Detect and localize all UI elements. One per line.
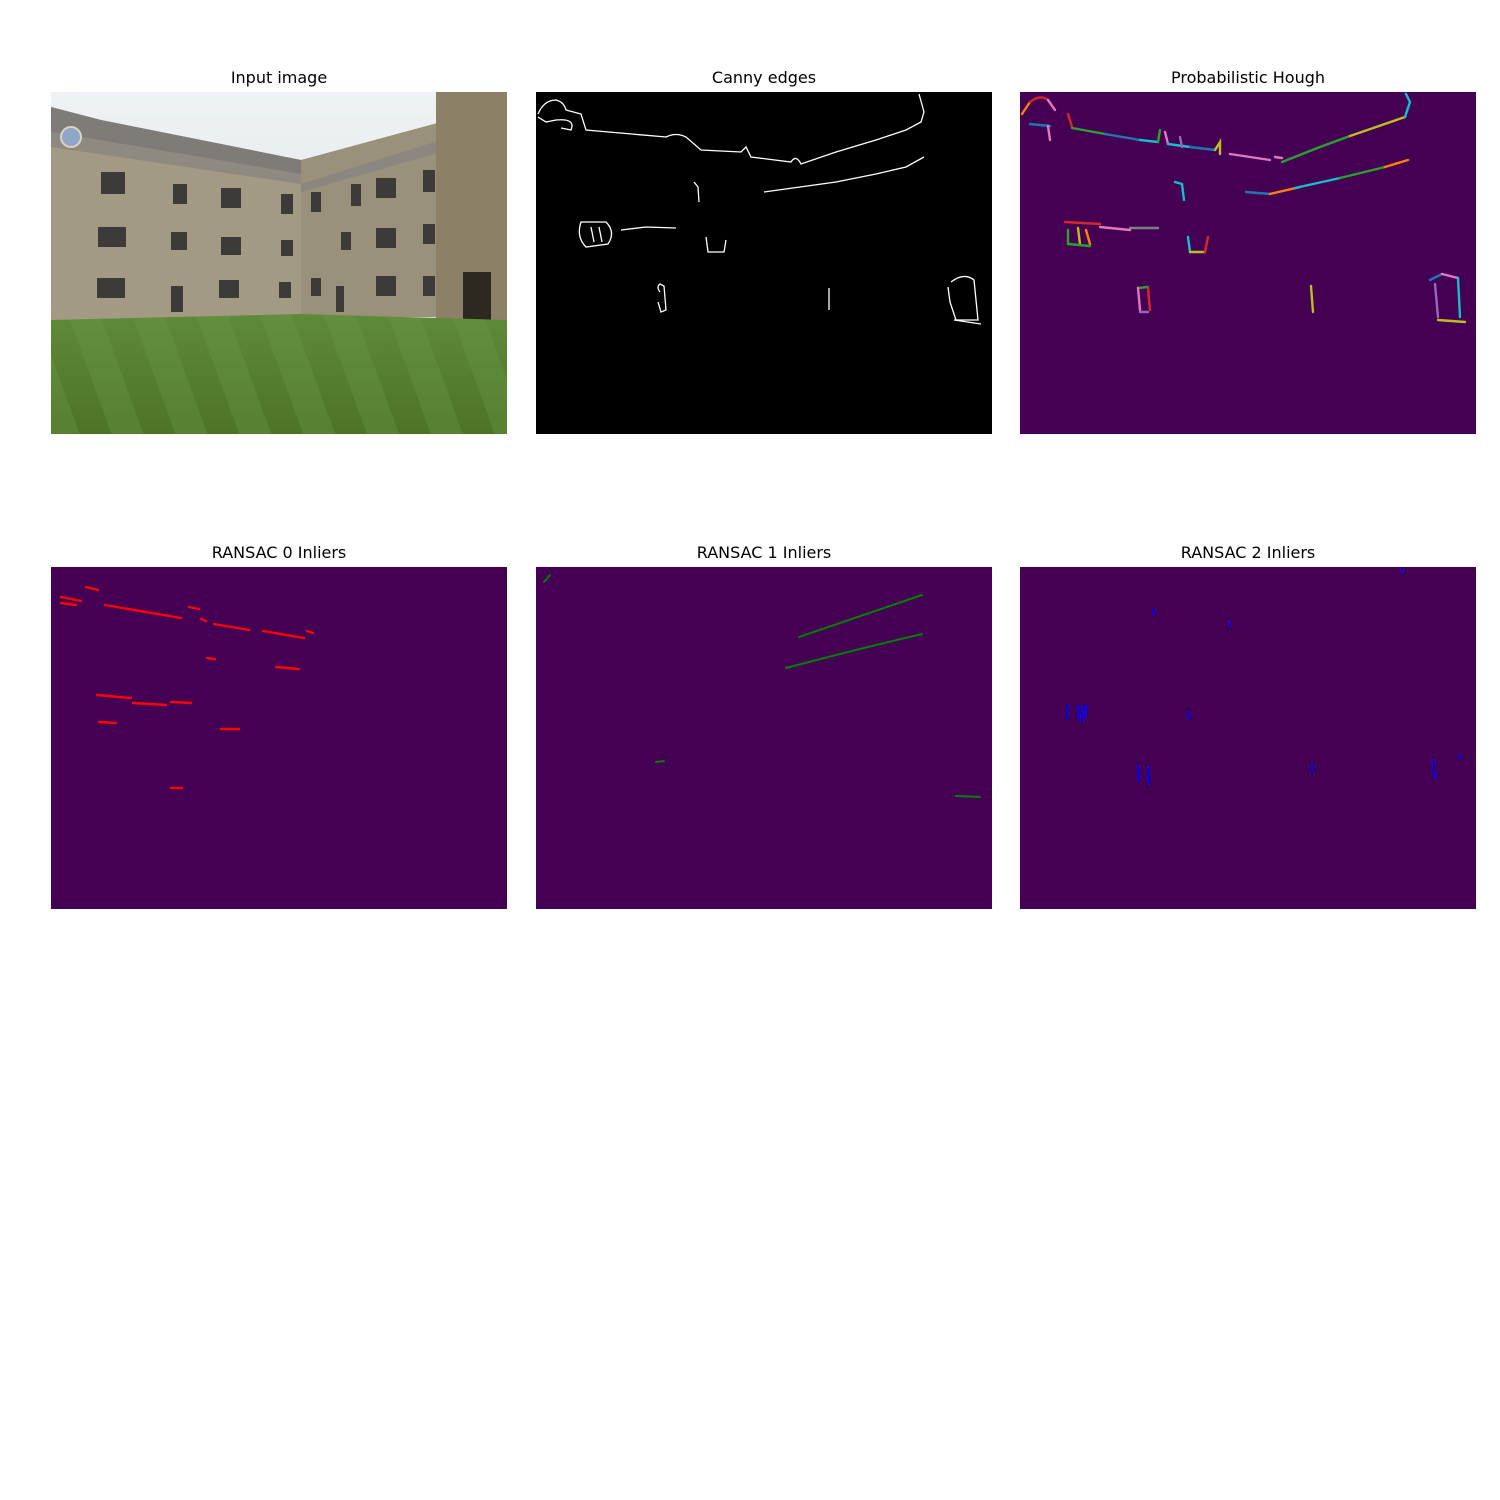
input-image [51,92,507,434]
ransac2-panel [1020,567,1476,909]
input-image-panel [51,92,507,434]
panel-title-ransac2: RANSAC 2 Inliers [1180,543,1316,562]
ransac2-inliers-plot [1020,567,1476,909]
canny-edges-panel [536,92,992,434]
canny-edges-image [536,92,992,434]
ransac0-inliers-plot [51,567,507,909]
ransac1-inliers-plot [536,567,992,909]
ransac1-panel [536,567,992,909]
hough-lines-plot [1020,92,1476,434]
panel-title-ransac1: RANSAC 1 Inliers [696,543,832,562]
panel-title-input: Input image [230,68,328,87]
panel-title-hough: Probabilistic Hough [1170,68,1326,87]
panel-title-canny: Canny edges [711,68,817,87]
panel-title-ransac0: RANSAC 0 Inliers [211,543,347,562]
ransac0-panel [51,567,507,909]
hough-panel [1020,92,1476,434]
